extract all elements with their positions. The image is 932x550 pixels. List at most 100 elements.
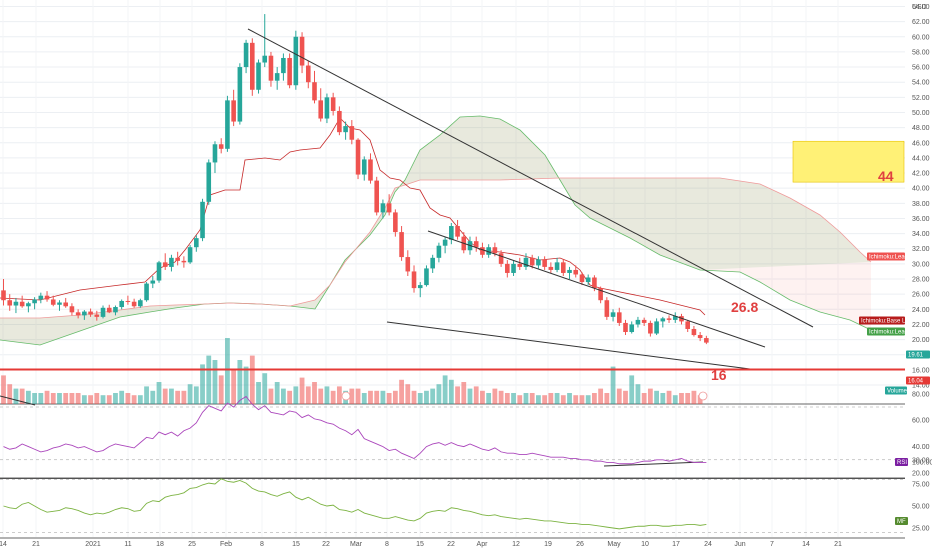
candle	[585, 277, 591, 283]
candle	[393, 212, 398, 233]
candle	[629, 324, 635, 333]
candle	[200, 201, 205, 239]
candle	[318, 100, 324, 119]
candle	[567, 269, 572, 273]
volume-bar	[113, 393, 118, 404]
candle	[231, 100, 236, 122]
time-tick-label: 21	[32, 541, 40, 548]
volume-bar	[274, 382, 280, 404]
candle	[1, 290, 6, 301]
price-tick-label: 28.00	[912, 277, 930, 284]
candle	[299, 36, 305, 66]
candle	[144, 283, 149, 301]
candle	[162, 262, 168, 267]
volume-bar	[430, 388, 436, 404]
trendline-wedge-bottom	[386, 321, 751, 370]
candle	[598, 288, 603, 301]
volume-bar	[262, 373, 268, 404]
mf-tag-label: MF	[897, 519, 906, 525]
volume-bar	[299, 377, 305, 404]
candle	[635, 319, 641, 325]
candle	[641, 319, 647, 323]
candle	[169, 257, 174, 267]
volume-bar	[374, 390, 380, 404]
volume-bar	[536, 395, 541, 404]
volume-bar	[175, 390, 181, 404]
candle	[592, 277, 597, 289]
price-tick-label: 60.00	[912, 34, 930, 41]
time-tick-label: 24	[704, 541, 712, 548]
volume-bar	[106, 395, 112, 404]
volume-bar	[249, 355, 255, 404]
volume-bar	[573, 395, 579, 404]
volume-bar	[237, 360, 243, 404]
candle	[106, 307, 112, 313]
volume-bar	[187, 384, 193, 404]
volume-bar	[293, 386, 299, 404]
volume-bar	[598, 388, 604, 404]
volume-bar	[697, 395, 703, 404]
volume-bar	[318, 388, 324, 404]
volume-bar	[256, 382, 261, 404]
volume-bar	[492, 388, 498, 404]
base-line	[0, 117, 706, 316]
candle	[94, 314, 100, 317]
volume-bar	[287, 390, 293, 404]
time-tick-label: 14	[802, 541, 810, 548]
price-tick-label: 48.00	[912, 125, 930, 132]
candle	[69, 306, 75, 313]
volume-bar	[330, 390, 336, 404]
price-tick-label: 36.00	[912, 216, 930, 223]
time-tick-label: Apr	[477, 541, 489, 548]
time-tick-label: 11	[124, 541, 131, 548]
price-tick-label: 32.00	[912, 246, 930, 253]
rsi-tag-label: RSI	[897, 460, 907, 466]
candle	[430, 257, 435, 269]
candle	[268, 55, 274, 81]
price-tag-label: Ichimoku:Lead 1	[869, 330, 914, 336]
candle	[355, 139, 361, 175]
price-tick-label: 62.00	[912, 19, 930, 26]
candle	[324, 97, 330, 119]
dividend-marker	[341, 391, 351, 401]
rsi-tick-label: 20.00	[912, 471, 930, 478]
volume-bar	[144, 386, 149, 404]
volume-bar	[324, 386, 330, 404]
time-tick-label: 15	[416, 541, 424, 548]
candle	[517, 263, 523, 267]
volume-bar	[405, 384, 411, 404]
time-tick-label: 25	[188, 541, 196, 548]
candle	[697, 335, 703, 339]
candle	[498, 253, 504, 264]
candle	[548, 266, 554, 270]
candle	[492, 247, 498, 254]
candle	[442, 239, 448, 246]
time-tick-label: 12	[512, 541, 520, 548]
annotation-label: 44	[878, 168, 894, 184]
candle	[175, 257, 180, 261]
candle	[13, 301, 19, 306]
price-tick-label: 64.00	[912, 4, 930, 11]
volume-bar	[150, 390, 156, 404]
rsi-tick-label: 30.00	[912, 457, 930, 464]
candle	[138, 300, 143, 307]
candle	[604, 300, 610, 317]
volume-bar	[517, 395, 523, 404]
time-tick-label: Mar	[350, 541, 363, 548]
price-tick-label: 20.00	[912, 337, 930, 344]
candle	[405, 257, 411, 272]
volume-bar	[660, 393, 666, 404]
volume-bar	[119, 390, 125, 404]
candles	[1, 14, 709, 345]
candle	[274, 73, 280, 81]
volume-bar	[231, 368, 237, 404]
candle	[368, 159, 373, 181]
price-tick-label: 40.00	[912, 186, 930, 193]
annotation-label: 16	[711, 367, 727, 383]
candle	[648, 322, 653, 334]
candle	[312, 82, 317, 101]
price-tag	[867, 327, 905, 336]
mf-tick-label: 75.00	[912, 482, 930, 489]
mf-line	[3, 478, 707, 530]
volume-bar	[125, 393, 131, 404]
